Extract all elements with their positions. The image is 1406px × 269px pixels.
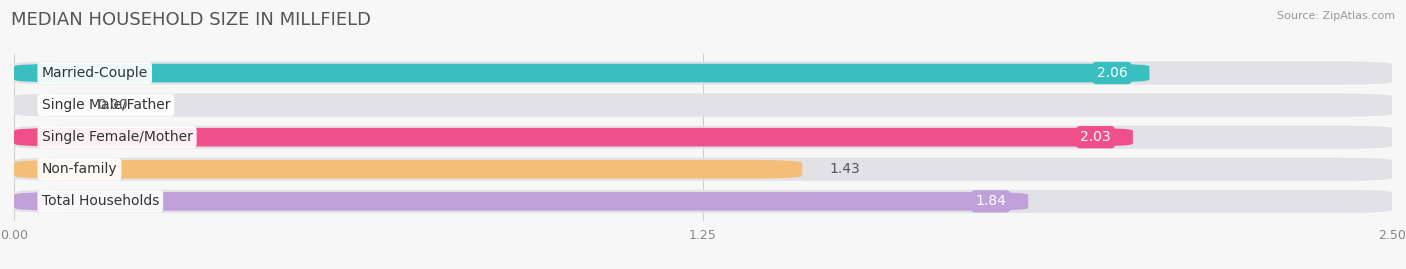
FancyBboxPatch shape [14, 126, 1392, 149]
FancyBboxPatch shape [14, 62, 1392, 84]
Text: Source: ZipAtlas.com: Source: ZipAtlas.com [1277, 11, 1395, 21]
FancyBboxPatch shape [14, 192, 1028, 211]
FancyBboxPatch shape [14, 160, 803, 179]
Text: Single Female/Mother: Single Female/Mother [42, 130, 193, 144]
FancyBboxPatch shape [14, 94, 1392, 117]
Text: 0.00: 0.00 [97, 98, 128, 112]
FancyBboxPatch shape [14, 158, 1392, 181]
Text: Single Male/Father: Single Male/Father [42, 98, 170, 112]
Text: MEDIAN HOUSEHOLD SIZE IN MILLFIELD: MEDIAN HOUSEHOLD SIZE IN MILLFIELD [11, 11, 371, 29]
FancyBboxPatch shape [14, 64, 1150, 82]
FancyBboxPatch shape [14, 128, 1133, 147]
Text: Married-Couple: Married-Couple [42, 66, 148, 80]
FancyBboxPatch shape [14, 190, 1392, 213]
Text: Total Households: Total Households [42, 194, 159, 208]
Text: 1.43: 1.43 [830, 162, 860, 176]
Text: 2.06: 2.06 [1097, 66, 1128, 80]
Text: 1.84: 1.84 [976, 194, 1007, 208]
Text: 2.03: 2.03 [1080, 130, 1111, 144]
Text: Non-family: Non-family [42, 162, 117, 176]
